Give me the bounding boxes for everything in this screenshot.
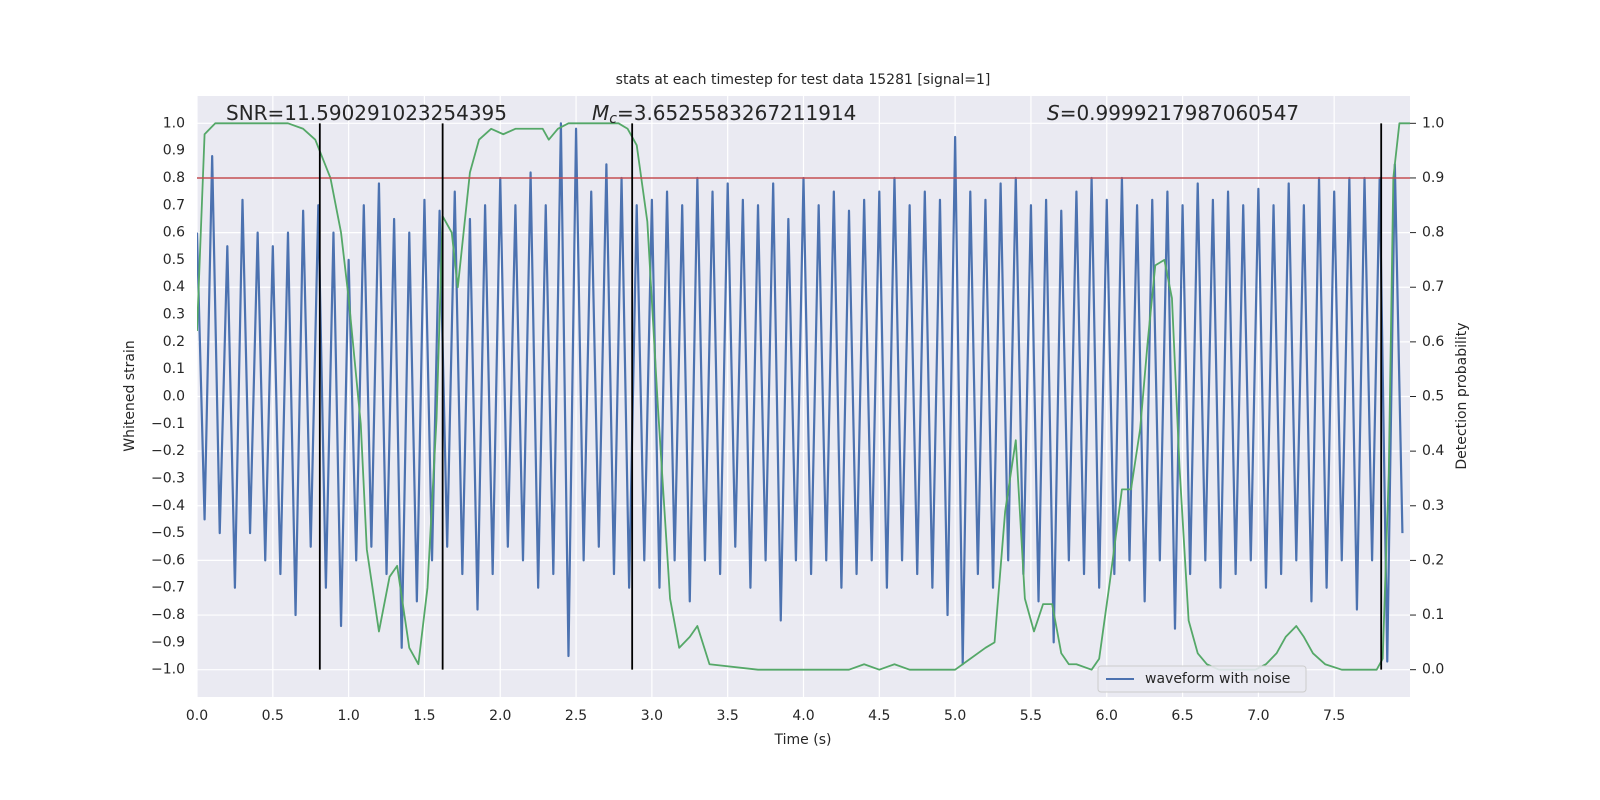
y2-tick-label: 0.7: [1422, 279, 1444, 295]
annotation-symbol: S: [1047, 101, 1060, 125]
y-tick-label: −0.1: [151, 416, 185, 432]
legend-label: waveform with noise: [1145, 671, 1290, 687]
y-tick-label: 0.3: [163, 307, 185, 323]
x-tick-label: 6.5: [1171, 708, 1193, 724]
y-tick-label: −0.5: [151, 525, 185, 541]
y2-tick-label: 0.0: [1422, 662, 1444, 678]
y2-tick-label: 0.2: [1422, 552, 1444, 568]
y-tick-label: 0.8: [163, 170, 185, 186]
waveform-line: [197, 122, 1404, 666]
y-tick-label: 0.5: [163, 252, 185, 268]
y-tick-label: −0.6: [151, 552, 185, 568]
y2-tick-label: 0.6: [1422, 334, 1444, 350]
y2-tick-label: 0.3: [1422, 498, 1444, 514]
annotation-subscript: c: [609, 111, 617, 127]
y2-tick-label: 0.4: [1422, 443, 1444, 459]
y-tick-label: 0.9: [163, 143, 185, 159]
x-tick-label: 2.0: [489, 708, 511, 724]
y-tick-label: −0.4: [151, 498, 185, 514]
y2-tick-label: 1.0: [1422, 115, 1444, 131]
annotation-symbol: M: [592, 101, 609, 125]
x-tick-label: 7.5: [1323, 708, 1345, 724]
x-tick-label: 1.0: [337, 708, 359, 724]
x-tick-label: 2.5: [565, 708, 587, 724]
y-tick-label: 0.7: [163, 197, 185, 213]
x-axis-label: Time (s): [774, 732, 832, 748]
y2-axis-label: Detection probability: [1454, 322, 1470, 469]
annotation: S=0.9999217987060547: [1047, 101, 1299, 125]
legend-box: [1097, 665, 1307, 693]
annotation: SNR=11.590291023254395: [226, 101, 507, 125]
annotation-text: =0.9999217987060547: [1060, 101, 1299, 125]
y-tick-label: 0.2: [163, 334, 185, 350]
y-axis-label: Whitened strain: [122, 340, 138, 451]
x-tick-label: 5.5: [1020, 708, 1042, 724]
y-tick-label: 0.0: [163, 389, 185, 405]
y-tick-label: −0.3: [151, 470, 185, 486]
y-tick-label: −0.8: [151, 607, 185, 623]
x-tick-label: 0.0: [186, 708, 208, 724]
x-tick-label: 1.5: [413, 708, 435, 724]
chart-title: stats at each timestep for test data 152…: [616, 72, 991, 88]
x-tick-label: 3.0: [641, 708, 663, 724]
x-tick-label: 7.0: [1247, 708, 1269, 724]
y-tick-label: 0.6: [163, 225, 185, 241]
y-tick-label: 0.4: [163, 279, 185, 295]
y2-tick-label: 0.8: [1422, 225, 1444, 241]
annotation-text: =3.6525583267211914: [617, 101, 856, 125]
y-tick-label: 1.0: [163, 115, 185, 131]
y-tick-label: −1.0: [151, 662, 185, 678]
y2-tick-label: 0.9: [1422, 170, 1444, 186]
y-tick-label: 0.1: [163, 361, 185, 377]
x-tick-label: 5.0: [944, 708, 966, 724]
x-tick-label: 0.5: [262, 708, 284, 724]
y2-tick-label: 0.5: [1422, 389, 1444, 405]
annotation-text: SNR=11.590291023254395: [226, 101, 507, 125]
x-tick-label: 3.5: [717, 708, 739, 724]
x-tick-label: 4.0: [792, 708, 814, 724]
y-tick-label: −0.7: [151, 580, 185, 596]
y2-tick-label: 0.1: [1422, 607, 1444, 623]
y-tick-label: −0.2: [151, 443, 185, 459]
x-tick-label: 4.5: [868, 708, 890, 724]
y-tick-label: −0.9: [151, 634, 185, 650]
x-tick-label: 6.0: [1096, 708, 1118, 724]
annotation: Mc=3.6525583267211914: [592, 101, 856, 128]
